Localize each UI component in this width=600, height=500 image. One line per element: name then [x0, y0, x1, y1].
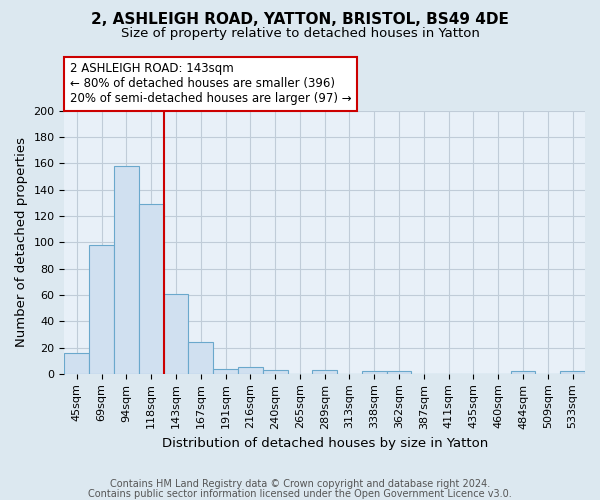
- Text: Contains public sector information licensed under the Open Government Licence v3: Contains public sector information licen…: [88, 489, 512, 499]
- Text: 2 ASHLEIGH ROAD: 143sqm
← 80% of detached houses are smaller (396)
20% of semi-d: 2 ASHLEIGH ROAD: 143sqm ← 80% of detache…: [70, 62, 351, 106]
- Bar: [164, 294, 188, 374]
- Text: Contains HM Land Registry data © Crown copyright and database right 2024.: Contains HM Land Registry data © Crown c…: [110, 479, 490, 489]
- Bar: [188, 342, 213, 374]
- Text: Size of property relative to detached houses in Yatton: Size of property relative to detached ho…: [121, 28, 479, 40]
- X-axis label: Distribution of detached houses by size in Yatton: Distribution of detached houses by size …: [161, 437, 488, 450]
- Bar: [114, 166, 139, 374]
- Bar: [313, 370, 337, 374]
- Bar: [560, 371, 585, 374]
- Bar: [238, 367, 263, 374]
- Bar: [89, 245, 114, 374]
- Bar: [386, 371, 412, 374]
- Bar: [139, 204, 164, 374]
- Bar: [213, 368, 238, 374]
- Y-axis label: Number of detached properties: Number of detached properties: [15, 138, 28, 348]
- Bar: [64, 353, 89, 374]
- Bar: [511, 371, 535, 374]
- Bar: [362, 371, 386, 374]
- Text: 2, ASHLEIGH ROAD, YATTON, BRISTOL, BS49 4DE: 2, ASHLEIGH ROAD, YATTON, BRISTOL, BS49 …: [91, 12, 509, 28]
- Bar: [263, 370, 287, 374]
